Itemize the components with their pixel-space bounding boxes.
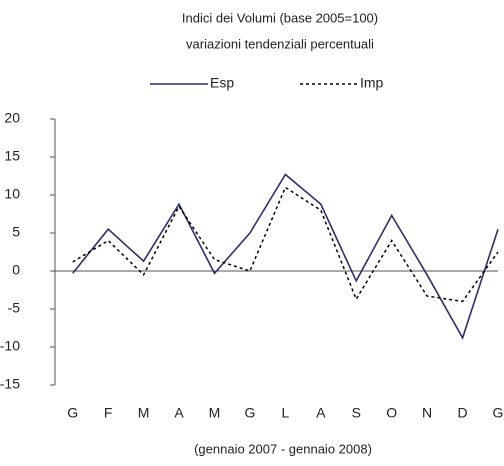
- x-tick-label: O: [386, 405, 397, 421]
- y-tick-label: 15: [4, 148, 20, 164]
- x-tick-label: A: [174, 405, 184, 421]
- x-tick-label: G: [244, 405, 255, 421]
- y-tick-label: -5: [8, 300, 21, 316]
- y-tick-label: -10: [0, 338, 20, 354]
- y-tick-label: 10: [4, 186, 20, 202]
- x-tick-label: L: [281, 405, 289, 421]
- x-tick-label: M: [209, 405, 221, 421]
- chart-subtitle: variazioni tendenziali percentuali: [186, 36, 374, 51]
- legend-label: Imp: [360, 75, 384, 91]
- y-tick-label: 20: [4, 110, 20, 126]
- x-tick-label: A: [316, 405, 326, 421]
- x-tick-label: S: [352, 405, 361, 421]
- series-line: [72, 186, 499, 303]
- x-tick-label: M: [138, 405, 150, 421]
- x-tick-label: G: [493, 405, 504, 421]
- x-tick-label: G: [67, 405, 78, 421]
- y-tick-label: -15: [0, 376, 20, 392]
- y-tick-label: 0: [12, 262, 20, 278]
- series-line: [72, 173, 499, 340]
- x-axis-label: (gennaio 2007 - gennaio 2008): [194, 441, 372, 456]
- x-tick-label: N: [422, 405, 432, 421]
- legend-label: Esp: [210, 75, 234, 91]
- x-tick-label: D: [457, 405, 467, 421]
- chart-title: Indici dei Volumi (base 2005=100): [182, 10, 378, 25]
- x-tick-label: F: [104, 405, 113, 421]
- y-tick-label: 5: [12, 224, 20, 240]
